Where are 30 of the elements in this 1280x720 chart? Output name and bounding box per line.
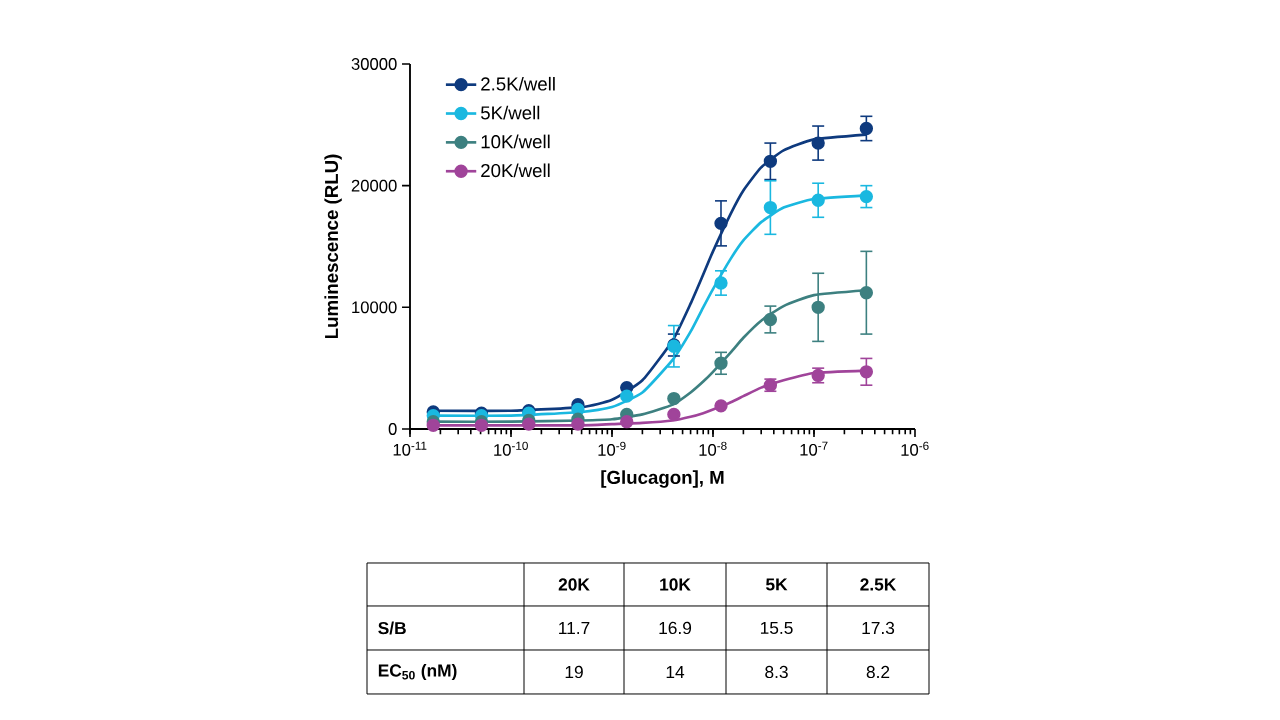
- category-label: EC$_{50}$ (nM): [378, 663, 457, 681]
- legend-label: 5K/well: [481, 105, 540, 120]
- legend-label: 20K/well: [481, 163, 550, 178]
- legend-label: 10K/well: [481, 134, 550, 149]
- x-tick-label: 10$^{-9}$: [598, 441, 626, 456]
- text: 8.2: [866, 665, 890, 679]
- category-label: 20K: [558, 578, 590, 591]
- y-tick-label: 10000: [352, 301, 397, 314]
- y-axis-title: Luminescence (RLU): [324, 154, 342, 339]
- category-label: S/B: [378, 621, 406, 635]
- text: 14: [666, 666, 685, 678]
- legend-label: 2.5K/well: [481, 76, 555, 91]
- x-tick-label: 10$^{-8}$: [699, 441, 727, 456]
- y-tick-label: 20000: [351, 179, 397, 192]
- category-label: 2.5K: [860, 578, 897, 591]
- x-axis-title: [Glucagon], M: [601, 470, 724, 488]
- x-tick-label: 10$^{-11}$: [393, 441, 427, 456]
- y-tick-label: 0: [388, 423, 397, 435]
- y-tick-label: 30000: [351, 58, 397, 70]
- x-tick-label: 10$^{-7}$: [800, 441, 828, 456]
- text: 16.9: [659, 621, 692, 635]
- text: 15.5: [760, 621, 793, 635]
- category-label: 10K: [660, 578, 691, 591]
- category-label: 5K: [765, 578, 788, 591]
- x-tick-label: 10$^{-6}$: [901, 441, 929, 456]
- x-tick-label: 10$^{-10}$: [494, 441, 528, 456]
- text: 17.3: [862, 621, 895, 635]
- text: 11.7: [559, 622, 590, 634]
- text: 19: [565, 665, 583, 679]
- text: 8.3: [765, 665, 788, 679]
